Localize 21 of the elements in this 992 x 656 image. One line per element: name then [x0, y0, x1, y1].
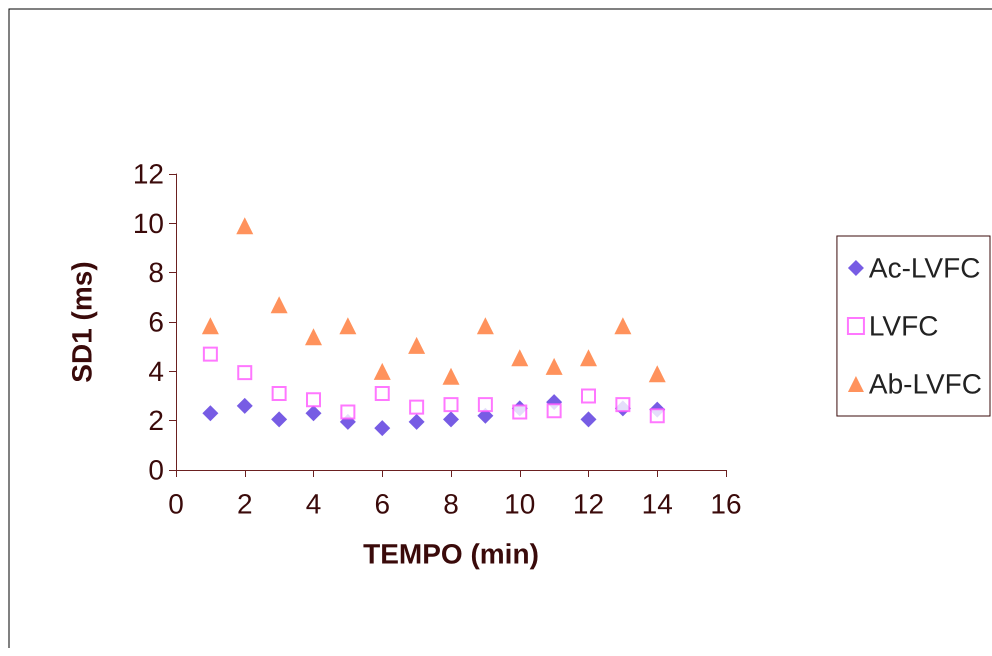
x-tick-label: 8 [443, 488, 459, 520]
y-tick-label: 10 [132, 208, 164, 239]
y-tick-label: 0 [148, 454, 164, 486]
x-tick-label: 4 [306, 488, 322, 520]
x-tick-label: 16 [710, 488, 742, 520]
x-axis-title: TEMPO (min) [363, 538, 539, 570]
x-tick-label: 10 [504, 488, 536, 520]
x-tick-label: 6 [374, 488, 390, 520]
y-tick-label: 8 [148, 257, 164, 288]
y-tick-label: 12 [132, 158, 164, 190]
legend-label: Ac-LVFC [868, 252, 980, 284]
x-tick-label: 14 [642, 488, 673, 520]
y-tick-label: 6 [148, 306, 164, 338]
x-tick-label: 2 [236, 488, 253, 520]
x-tick-label: 12 [572, 488, 604, 520]
y-tick-label: 4 [148, 356, 164, 387]
legend-label: LVFC [868, 310, 938, 342]
legend-label: Ab-LVFC [868, 368, 982, 400]
y-axis-title: SD1 (ms) [66, 261, 98, 383]
x-tick-label: 0 [168, 488, 184, 520]
y-tick-label: 2 [148, 405, 164, 436]
